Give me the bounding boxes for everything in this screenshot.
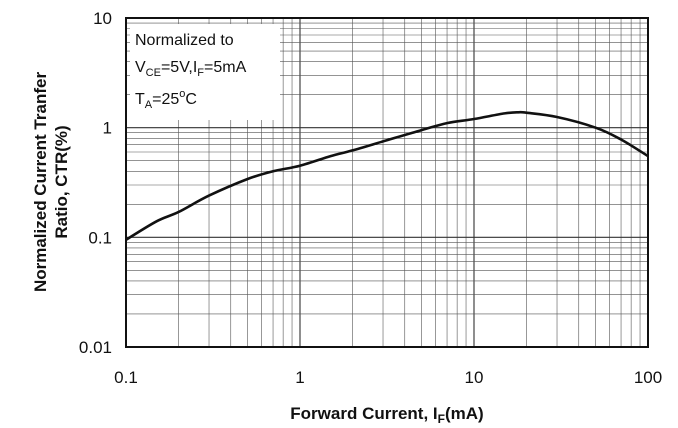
annotation-line-2: VCE=5V,IF=5mA [135, 59, 247, 79]
annotation-background [130, 24, 280, 120]
x-tick-label: 10 [465, 368, 484, 387]
y-tick-label: 0.1 [88, 228, 112, 247]
x-axis-title: Forward Current, IF(mA) [290, 404, 483, 426]
y-axis-title-line-1: Normalized Current Tranfer [31, 72, 50, 292]
annotation-celsius: C [185, 91, 197, 108]
annotation-degree: o [179, 88, 185, 100]
y-tick-label: 10 [93, 9, 112, 28]
annotation-if-value: =5mA [204, 59, 247, 76]
annotation-ta-value: =25 [152, 91, 179, 108]
plot-frame [125, 17, 649, 348]
annotation-vce-sub: CE [146, 67, 161, 79]
annotation-line-1: Normalized to [135, 32, 234, 49]
x-axis-title-unit: (mA) [445, 404, 484, 423]
annotation-ta: T [135, 91, 145, 108]
y-axis-title-line-2: Ratio, CTR(%) [52, 125, 71, 238]
y-tick-label: 0.01 [79, 338, 112, 357]
y-axis-title: Normalized Current Tranfer Ratio, CTR(%) [31, 72, 71, 292]
annotation: Normalized to VCE=5V,IF=5mA TA=25oC [130, 24, 280, 120]
annotation-if: =5V,I [161, 59, 197, 76]
x-tick-label: 100 [634, 368, 662, 387]
annotation-if-sub: F [197, 67, 204, 79]
annotation-ta-sub: A [145, 99, 153, 111]
x-axis-title-main: Forward Current, I [290, 404, 437, 423]
annotation-line-3: TA=25oC [135, 88, 197, 111]
series-line [125, 110, 649, 241]
x-axis-title-sub: F [438, 412, 445, 426]
annotation-vce: V [135, 59, 146, 76]
x-tick-label: 1 [295, 368, 304, 387]
y-tick-label: 1 [103, 119, 112, 138]
x-tick-label: 0.1 [114, 368, 138, 387]
